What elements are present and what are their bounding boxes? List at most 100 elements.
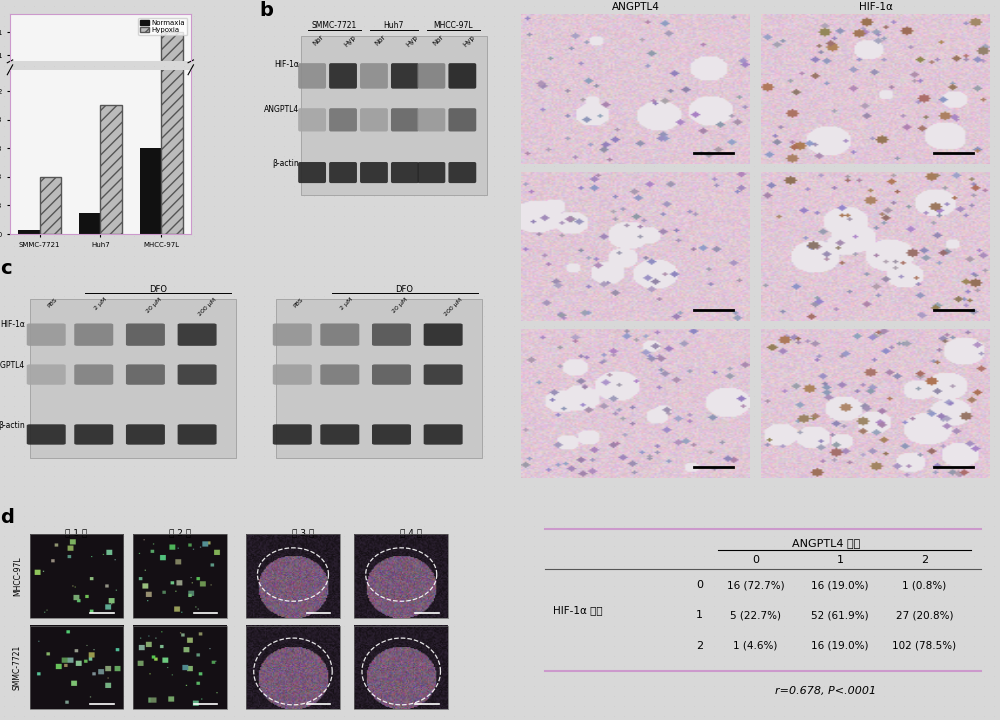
Point xyxy=(356,660,372,672)
Point xyxy=(66,550,82,562)
Point xyxy=(256,620,272,631)
Point xyxy=(796,490,812,502)
Point xyxy=(276,90,292,102)
Point xyxy=(566,230,582,242)
Point xyxy=(406,431,422,442)
Point xyxy=(746,60,762,72)
Point xyxy=(726,420,742,432)
Point xyxy=(586,630,602,642)
Point xyxy=(856,350,872,361)
Point xyxy=(976,71,992,82)
Point xyxy=(0,370,12,382)
Point xyxy=(846,60,862,72)
Point xyxy=(406,210,422,222)
Point xyxy=(806,440,822,451)
Point xyxy=(106,400,122,412)
Point xyxy=(156,380,172,392)
Point xyxy=(676,90,692,102)
Point xyxy=(956,310,972,322)
Point xyxy=(766,431,782,442)
Point xyxy=(466,190,482,202)
Point xyxy=(816,590,832,602)
Point xyxy=(346,611,362,622)
Point xyxy=(806,560,822,572)
Point xyxy=(196,130,212,142)
Point xyxy=(246,630,262,642)
Point xyxy=(746,170,762,181)
Point xyxy=(686,20,702,32)
Point xyxy=(356,650,372,662)
Point xyxy=(46,80,62,91)
Point xyxy=(766,210,782,222)
Point xyxy=(966,701,982,712)
Point xyxy=(556,200,572,212)
Point xyxy=(896,360,912,372)
Point xyxy=(946,251,962,262)
Point xyxy=(76,630,92,642)
Point xyxy=(6,360,22,372)
Point xyxy=(76,510,92,522)
Point xyxy=(676,350,692,361)
Point xyxy=(956,230,972,242)
Point xyxy=(576,580,592,592)
Point xyxy=(36,150,52,162)
Point xyxy=(516,71,532,82)
Point xyxy=(316,230,332,242)
Point xyxy=(486,220,502,232)
Point xyxy=(296,580,312,592)
Point xyxy=(236,230,252,242)
Point xyxy=(366,330,382,342)
Point xyxy=(926,300,942,312)
Point xyxy=(216,40,232,52)
Point xyxy=(856,120,872,132)
Point xyxy=(496,460,512,472)
Point xyxy=(56,290,72,302)
Point xyxy=(626,510,642,522)
Point xyxy=(986,640,1000,652)
Point xyxy=(296,420,312,432)
Point xyxy=(696,130,712,142)
Point xyxy=(906,510,922,522)
Point xyxy=(126,80,142,91)
Point xyxy=(56,190,72,202)
Point xyxy=(436,100,452,112)
Point xyxy=(456,400,472,412)
Point xyxy=(86,521,102,532)
Point xyxy=(366,190,382,202)
Point xyxy=(146,100,162,112)
Point xyxy=(416,360,432,372)
Point xyxy=(96,360,112,372)
Point xyxy=(956,701,972,712)
Point xyxy=(796,440,812,451)
Point xyxy=(146,670,162,682)
Point xyxy=(876,60,892,72)
Point xyxy=(896,230,912,242)
Point xyxy=(606,10,622,22)
Point xyxy=(796,530,812,541)
Point xyxy=(626,260,642,271)
Point xyxy=(276,210,292,222)
Point xyxy=(606,640,622,652)
Point xyxy=(26,190,42,202)
Point xyxy=(566,570,582,582)
Point xyxy=(796,560,812,572)
Point xyxy=(556,440,572,451)
Point xyxy=(306,50,322,62)
Point xyxy=(426,120,442,132)
Point xyxy=(166,620,182,631)
Point xyxy=(636,220,652,232)
Point xyxy=(716,100,732,112)
Point xyxy=(136,330,152,342)
Point xyxy=(116,251,132,262)
Point xyxy=(26,470,42,482)
Point xyxy=(56,710,72,720)
Point xyxy=(416,0,432,12)
Point xyxy=(896,460,912,472)
Point xyxy=(806,431,822,442)
Point xyxy=(736,180,752,192)
Point xyxy=(576,170,592,181)
Point xyxy=(6,670,22,682)
Point xyxy=(816,170,832,181)
Point xyxy=(506,560,522,572)
Point xyxy=(256,480,272,492)
